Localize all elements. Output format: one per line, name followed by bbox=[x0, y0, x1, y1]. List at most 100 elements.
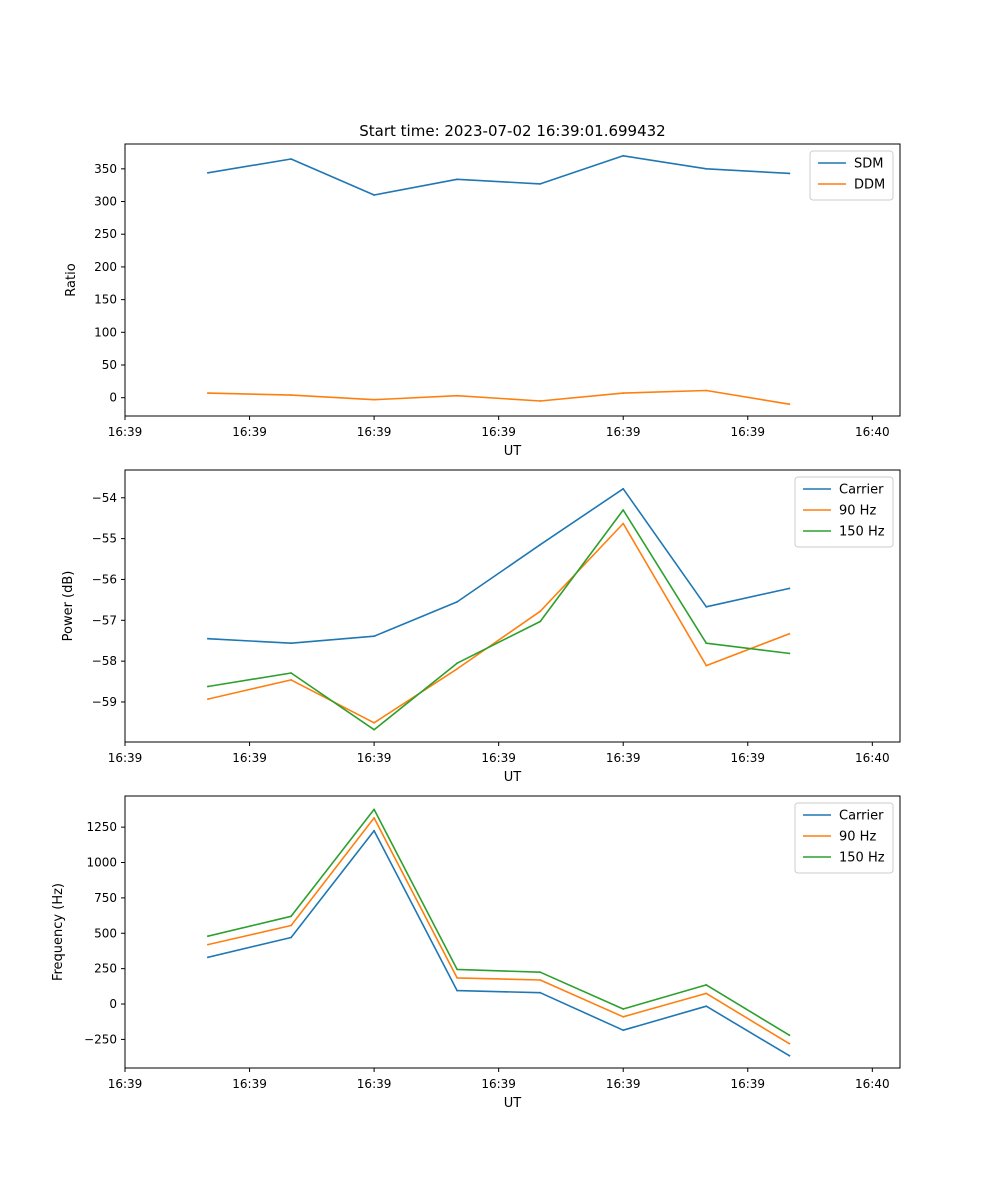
data-point-carrier bbox=[539, 543, 542, 546]
legend-label: 150 Hz bbox=[839, 851, 885, 866]
data-point-90-hz bbox=[456, 667, 459, 670]
y-tick-label: 200 bbox=[94, 260, 117, 274]
data-point-carrier bbox=[456, 601, 459, 603]
axes-frame bbox=[124, 795, 901, 1069]
data-point-150-hz bbox=[373, 808, 376, 811]
x-tick-label: 16:40 bbox=[855, 425, 890, 439]
legend-label: Carrier bbox=[839, 483, 884, 498]
x-tick-label: 16:39 bbox=[108, 751, 143, 765]
x-axis-label: UT bbox=[504, 1096, 522, 1111]
data-point-150-hz bbox=[290, 915, 292, 918]
data-point-carrier bbox=[373, 829, 376, 832]
legend-label: 150 Hz bbox=[839, 525, 885, 540]
series-line-90-hz bbox=[207, 817, 791, 1045]
data-point-90-hz bbox=[373, 817, 376, 819]
legend-label: Carrier bbox=[839, 809, 884, 824]
x-tick-label: 16:39 bbox=[606, 751, 641, 765]
x-tick-label: 16:39 bbox=[232, 751, 267, 765]
data-point-sdm bbox=[207, 171, 209, 174]
data-point-90-hz bbox=[705, 992, 708, 995]
data-point-150-hz bbox=[622, 509, 625, 511]
y-tick-label: 250 bbox=[94, 962, 117, 976]
x-axis-label: UT bbox=[504, 770, 522, 785]
data-point-150-hz bbox=[705, 642, 708, 645]
y-tick-label: 100 bbox=[94, 325, 117, 339]
data-point-150-hz bbox=[290, 672, 292, 674]
data-point-carrier bbox=[373, 635, 376, 638]
y-tick-label: 300 bbox=[94, 195, 117, 209]
x-tick-label: 16:39 bbox=[357, 1077, 392, 1091]
chart-title: Start time: 2023-07-02 16:39:01.699432 bbox=[359, 122, 665, 140]
panel-2: 16:39 16:39 16:39 16:39 16:39 16:39 16:40 −59 −5… bbox=[61, 469, 901, 785]
data-point-150-hz bbox=[456, 968, 459, 971]
data-point-carrier bbox=[290, 642, 292, 645]
data-point-sdm bbox=[539, 182, 542, 185]
y-tick-label: 1000 bbox=[86, 856, 117, 870]
series-line-150-hz bbox=[207, 509, 791, 731]
data-point-150-hz bbox=[207, 935, 209, 938]
x-tick-label: 16:39 bbox=[730, 425, 765, 439]
data-point-90-hz bbox=[207, 698, 209, 701]
y-axis-label: Ratio bbox=[64, 263, 79, 296]
y-tick-label: −55 bbox=[92, 532, 117, 546]
data-point-sdm bbox=[290, 158, 292, 160]
data-point-90-hz bbox=[705, 664, 708, 667]
x-tick-label: 16:39 bbox=[730, 1077, 765, 1091]
x-axis-label: UT bbox=[504, 444, 522, 459]
data-point-150-hz bbox=[456, 662, 459, 665]
y-tick-label: 250 bbox=[94, 227, 117, 241]
y-tick-label: −54 bbox=[92, 491, 117, 505]
data-point-90-hz bbox=[373, 721, 376, 724]
x-tick-label: 16:39 bbox=[481, 1077, 516, 1091]
data-point-sdm bbox=[788, 172, 791, 175]
data-point-ddm bbox=[456, 394, 459, 397]
data-point-150-hz bbox=[622, 1008, 625, 1010]
x-tick-label: 16:39 bbox=[481, 425, 516, 439]
x-tick-label: 16:39 bbox=[730, 751, 765, 765]
data-point-90-hz bbox=[788, 1042, 791, 1045]
legend-box bbox=[794, 802, 894, 874]
data-point-150-hz bbox=[539, 971, 542, 974]
data-point-90-hz bbox=[456, 976, 459, 979]
data-point-carrier bbox=[788, 1054, 791, 1057]
series-line-ddm bbox=[207, 389, 791, 406]
data-point-carrier bbox=[456, 989, 459, 992]
y-tick-label: 0 bbox=[109, 391, 117, 405]
data-point-carrier bbox=[207, 956, 209, 959]
data-point-ddm bbox=[207, 392, 209, 395]
data-point-carrier bbox=[788, 587, 791, 590]
y-tick-label: 0 bbox=[109, 997, 117, 1011]
series-line-150-hz bbox=[207, 808, 791, 1037]
legend-label: 90 Hz bbox=[839, 830, 876, 845]
y-axis-label: Frequency (Hz) bbox=[51, 883, 66, 981]
legend-label: SDM bbox=[854, 157, 883, 172]
data-point-carrier bbox=[539, 991, 542, 994]
data-point-90-hz bbox=[290, 679, 292, 681]
data-point-carrier bbox=[207, 637, 209, 640]
data-point-sdm bbox=[622, 154, 625, 157]
data-point-150-hz bbox=[207, 685, 209, 688]
y-tick-label: −56 bbox=[92, 572, 117, 586]
data-point-90-hz bbox=[622, 1015, 625, 1018]
data-point-carrier bbox=[705, 605, 708, 608]
panel-3: 16:39 16:39 16:39 16:39 16:39 16:39 16:40 −250 0… bbox=[51, 795, 901, 1111]
x-tick-label: 16:39 bbox=[108, 1077, 143, 1091]
x-tick-label: 16:39 bbox=[606, 1077, 641, 1091]
legend: Carrier 90 Hz 150 Hz bbox=[794, 476, 894, 548]
legend: Carrier 90 Hz 150 Hz bbox=[794, 802, 894, 874]
x-tick-label: 16:40 bbox=[855, 751, 890, 765]
data-point-ddm bbox=[373, 398, 376, 401]
data-point-sdm bbox=[456, 178, 459, 181]
data-point-90-hz bbox=[622, 522, 625, 525]
legend-box bbox=[794, 476, 894, 548]
data-point-ddm bbox=[539, 400, 542, 402]
data-point-90-hz bbox=[788, 632, 791, 635]
data-point-carrier bbox=[290, 936, 292, 939]
y-tick-label: −250 bbox=[84, 1032, 117, 1046]
legend-label: 90 Hz bbox=[839, 504, 876, 519]
data-point-carrier bbox=[622, 487, 625, 490]
y-tick-label: 50 bbox=[102, 358, 117, 372]
series-line-90-hz bbox=[207, 522, 791, 724]
y-tick-label: −59 bbox=[92, 695, 117, 709]
y-tick-label: −57 bbox=[92, 613, 117, 627]
